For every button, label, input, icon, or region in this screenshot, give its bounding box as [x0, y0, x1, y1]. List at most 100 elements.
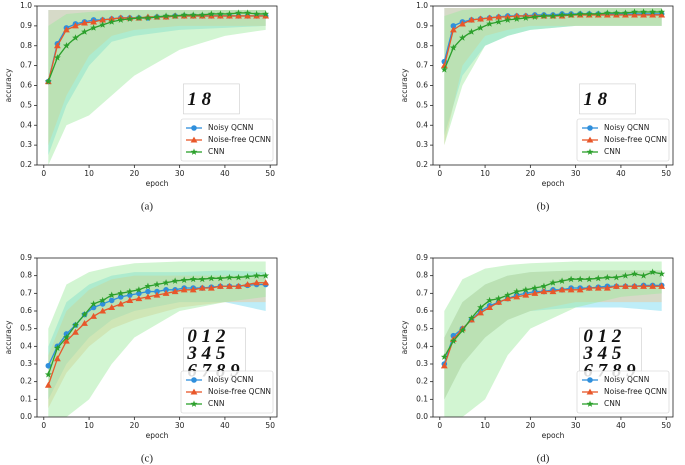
point	[468, 28, 475, 35]
point	[262, 279, 270, 286]
point	[450, 23, 457, 29]
point	[522, 291, 530, 298]
inset-box	[183, 83, 240, 115]
band	[48, 9, 266, 165]
point	[649, 268, 657, 276]
y-tick-label: 0.6	[20, 81, 32, 90]
point	[576, 286, 584, 293]
point	[207, 284, 215, 291]
point	[558, 277, 566, 284]
point	[468, 16, 475, 23]
point	[486, 14, 494, 21]
point	[622, 282, 629, 289]
point	[459, 34, 466, 41]
band	[444, 7, 662, 136]
point	[216, 282, 224, 289]
point	[162, 12, 170, 19]
legend-marker	[191, 125, 197, 131]
x-tick-label: 10	[480, 421, 490, 430]
legend-marker	[190, 148, 198, 155]
legend-label: Noisy QCNN	[208, 375, 253, 384]
legend-marker	[190, 388, 198, 395]
point	[649, 8, 657, 15]
point	[108, 297, 115, 304]
x-tick-label: 20	[526, 421, 536, 430]
x-tick-label: 30	[175, 169, 185, 178]
y-tick-label: 0.6	[416, 81, 428, 90]
legend-marker	[191, 377, 197, 383]
point	[540, 288, 548, 295]
x-tick-label: 50	[265, 169, 275, 178]
point	[649, 11, 657, 18]
point	[477, 309, 484, 316]
y-tick-label: 0.0	[20, 412, 32, 421]
point	[117, 289, 125, 297]
inset-digits: 1 8	[187, 89, 211, 110]
x-tick-label: 20	[526, 169, 536, 178]
point	[594, 284, 602, 291]
point	[253, 12, 261, 19]
y-axis-label: accuracy	[400, 320, 409, 354]
y-tick-label: 0.2	[416, 377, 428, 386]
point	[153, 280, 161, 288]
point	[622, 9, 629, 16]
point	[226, 10, 233, 17]
point	[262, 12, 270, 19]
point	[90, 300, 98, 307]
point	[585, 284, 593, 291]
x-tick-label: 50	[661, 421, 671, 430]
point	[486, 296, 494, 304]
point	[658, 11, 666, 18]
inset-digits: 1 8	[583, 89, 607, 110]
point	[531, 13, 539, 20]
point	[576, 10, 584, 17]
point	[189, 275, 197, 283]
point	[459, 326, 466, 334]
point	[81, 19, 88, 26]
point	[99, 21, 107, 28]
legend-label: CNN	[604, 399, 620, 408]
y-tick-label: 0.3	[416, 140, 428, 149]
y-tick-label: 0.7	[416, 61, 428, 70]
point	[153, 291, 161, 298]
point	[90, 24, 98, 31]
point	[567, 11, 575, 18]
point	[459, 20, 466, 27]
point	[658, 282, 666, 289]
y-axis-label: accuracy	[4, 68, 13, 102]
point	[44, 77, 52, 85]
y-tick-label: 0.6	[20, 306, 32, 315]
point	[495, 13, 503, 20]
point	[504, 16, 512, 23]
x-tick-label: 0	[437, 169, 442, 178]
x-tick-label: 0	[41, 421, 46, 430]
y-tick-label: 1.0	[20, 1, 32, 10]
point	[622, 11, 629, 18]
x-tick-label: 10	[84, 421, 94, 430]
point	[45, 362, 52, 369]
point	[594, 10, 602, 17]
point	[486, 304, 494, 311]
point	[207, 10, 215, 17]
y-tick-label: 0.9	[20, 21, 32, 30]
point	[440, 66, 448, 73]
point	[144, 14, 152, 21]
x-tick-label: 40	[220, 421, 230, 430]
point	[189, 286, 197, 293]
point	[658, 8, 666, 15]
point	[81, 319, 88, 326]
point	[180, 11, 188, 18]
point	[198, 11, 206, 18]
x-tick-label: 20	[130, 421, 140, 430]
legend-label: Noisy QCNN	[604, 123, 649, 132]
point	[99, 301, 106, 307]
point	[603, 273, 611, 281]
point	[99, 296, 107, 304]
x-tick-label: 30	[571, 421, 581, 430]
y-tick-label: 0.1	[416, 394, 428, 403]
y-tick-label: 0.5	[20, 324, 32, 333]
point	[126, 297, 134, 303]
caption: (c)	[141, 453, 154, 465]
y-tick-label: 0.5	[20, 100, 32, 109]
point	[631, 8, 638, 15]
